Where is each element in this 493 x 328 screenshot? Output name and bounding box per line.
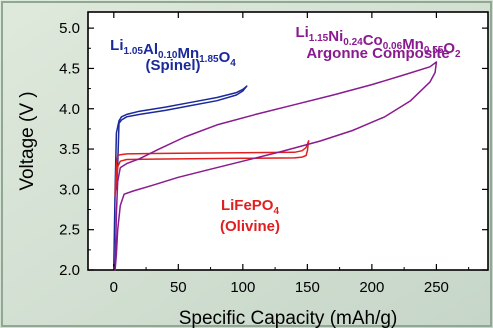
series-line-spinel-charge xyxy=(113,85,248,267)
formula-element: Mn xyxy=(402,36,424,53)
plot-area xyxy=(87,11,489,271)
formula-subscript: 1.85 xyxy=(199,54,219,65)
annotation-formula: LiFePO4 xyxy=(221,197,280,217)
y-tick-label: 4.0 xyxy=(59,101,80,118)
formula-subscript: 0.55 xyxy=(424,45,444,56)
x-axis-title: Specific Capacity (mAh/g) xyxy=(179,308,398,328)
formula-subscript: 4 xyxy=(273,206,279,217)
y-tick-label: 3.0 xyxy=(59,181,80,198)
x-tick-label: 100 xyxy=(230,279,255,296)
annotation-subtitle: Argonne Composite xyxy=(306,45,449,62)
formula-subscript: 2 xyxy=(455,49,461,60)
y-tick-label: 2.0 xyxy=(59,262,80,279)
annotations-layer: Li1.05Al0.10Mn1.85O4(Spinel)Li1.15Ni0.24… xyxy=(110,24,461,235)
formula-element: Li xyxy=(295,24,308,41)
formula-element: LiFePO xyxy=(221,197,274,214)
formula-element: Co xyxy=(363,32,383,49)
y-tick-label: 2.5 xyxy=(59,222,80,239)
formula-element: O xyxy=(219,49,231,66)
y-axis-title: Voltage (V ) xyxy=(17,91,38,190)
annotation-formula: Li1.15Ni0.24Co0.06Mn0.55O2 xyxy=(295,24,461,60)
formula-subscript: 0.24 xyxy=(343,37,363,48)
ticks-layer: 0 50 100 150 200 250 2.0 2.5 3.0 3.5 4.0 4.5 5.0 xyxy=(59,12,488,296)
series-line-argonne-discharge xyxy=(114,61,438,271)
formula-element: Ni xyxy=(328,28,343,45)
series-line-spinel-discharge xyxy=(115,85,248,191)
formula-subscript: 4 xyxy=(230,58,236,69)
series-line-olivine-charge xyxy=(114,140,310,195)
formula-element: Li xyxy=(110,37,123,54)
annotation-formula: Li1.05Al0.10Mn1.85O4 xyxy=(110,37,236,69)
series-line-olivine-discharge xyxy=(114,140,310,197)
formula-element: Mn xyxy=(177,45,199,62)
x-tick-label: 200 xyxy=(359,279,384,296)
y-tick-label: 4.5 xyxy=(59,60,80,77)
annotation-spinel: Li1.05Al0.10Mn1.85O4(Spinel) xyxy=(110,37,236,74)
formula-element: Al xyxy=(143,41,158,58)
formula-subscript: 1.05 xyxy=(124,46,144,57)
y-tick-label: 5.0 xyxy=(59,20,80,37)
series-layer xyxy=(113,61,438,271)
x-tick-label: 250 xyxy=(424,279,449,296)
annotation-subtitle: (Olivine) xyxy=(220,218,280,235)
y-tick-label: 3.5 xyxy=(59,141,80,158)
x-tick-label: 0 xyxy=(110,279,118,296)
formula-subscript: 0.10 xyxy=(158,50,178,61)
annotation-subtitle: (Spinel) xyxy=(146,57,201,74)
formula-subscript: 0.06 xyxy=(383,41,403,52)
x-tick-label: 50 xyxy=(170,279,187,296)
formula-subscript: 1.15 xyxy=(309,33,329,44)
annotation-olivine: LiFePO4(Olivine) xyxy=(220,197,280,235)
series-line-argonne-charge xyxy=(114,61,438,271)
formula-element: O xyxy=(443,40,455,57)
x-tick-label: 150 xyxy=(295,279,320,296)
